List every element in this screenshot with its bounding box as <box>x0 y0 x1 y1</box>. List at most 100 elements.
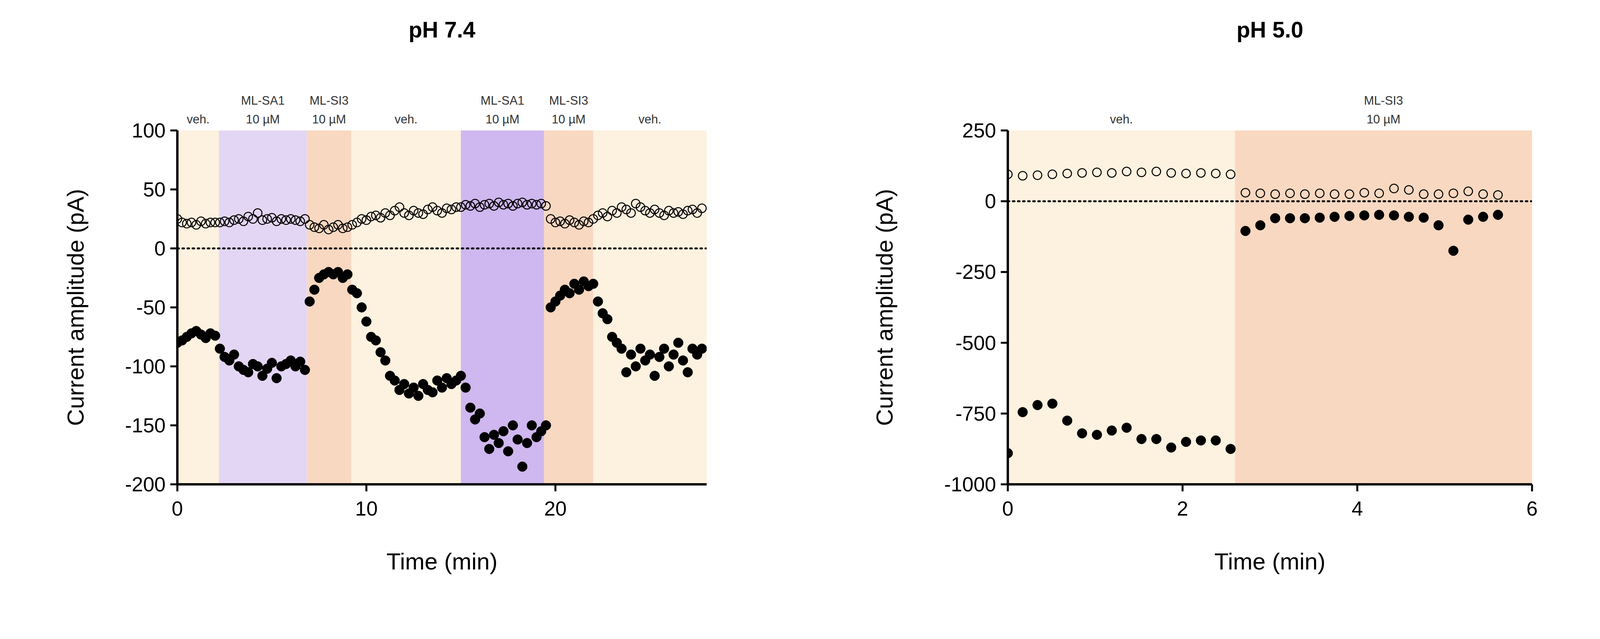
filled-point <box>399 379 409 390</box>
figure: pH 7.4veh.ML-SA110 µMML-SI310 µMveh.ML-S… <box>0 0 1600 639</box>
open-point <box>1211 169 1220 178</box>
open-point <box>1434 189 1443 199</box>
filled-point <box>503 446 513 457</box>
band-label: ML-SI3 <box>1364 93 1404 108</box>
x-axis <box>176 483 707 486</box>
open-point <box>1226 169 1235 179</box>
y-axis-label: Current amplitude (pA) <box>62 189 89 427</box>
open-point <box>1375 189 1384 198</box>
plot-area <box>1007 130 1533 485</box>
open-point <box>1241 188 1250 197</box>
filled-point <box>351 288 362 299</box>
filled-point <box>696 343 707 354</box>
filled-point <box>252 361 263 372</box>
open-point <box>1404 185 1414 195</box>
filled-point <box>1017 407 1028 418</box>
open-point <box>1464 187 1473 196</box>
filled-point <box>644 349 655 360</box>
open-point <box>1330 189 1340 199</box>
treatment-band <box>351 130 461 485</box>
filled-point <box>475 408 485 419</box>
y-tick-label: -100 <box>125 355 166 378</box>
open-point <box>1033 171 1042 180</box>
y-tick-label: 50 <box>142 178 166 201</box>
band-label: ML-SA1 <box>480 93 525 108</box>
filled-point <box>465 402 476 413</box>
filled-point <box>304 296 315 307</box>
filled-point <box>616 343 627 354</box>
open-point <box>1137 167 1146 177</box>
x-tick-label: 0 <box>1002 497 1014 520</box>
chart-panel: pH 7.4veh.ML-SA110 µMML-SI310 µMveh.ML-S… <box>62 17 707 575</box>
band-concentration: 10 µM <box>246 112 281 127</box>
open-point <box>541 201 551 211</box>
band-label: veh. <box>1109 112 1133 127</box>
y-tick <box>170 188 178 191</box>
filled-point <box>460 382 471 393</box>
treatment-band <box>177 130 219 485</box>
band-label: ML-SI3 <box>549 93 589 108</box>
reference-line <box>177 247 707 250</box>
filled-point <box>361 316 372 327</box>
filled-point <box>602 314 613 325</box>
open-point <box>1478 189 1488 199</box>
open-point <box>1449 189 1458 198</box>
open-point <box>1345 189 1354 199</box>
treatment-band <box>1007 130 1236 485</box>
filled-point <box>592 296 603 307</box>
treatment-band <box>593 130 707 485</box>
x-tick-label: 2 <box>1176 497 1189 520</box>
band-label: ML-SA1 <box>241 93 285 108</box>
x-tick-label: 6 <box>1526 497 1538 520</box>
open-point <box>626 208 636 218</box>
filled-point <box>1418 212 1429 223</box>
x-axis-label: Time (min) <box>1214 548 1326 575</box>
filled-point <box>541 420 551 431</box>
filled-point <box>1062 415 1073 426</box>
filled-point <box>1077 428 1088 439</box>
y-tick <box>1000 129 1008 132</box>
treatment-band <box>306 130 352 485</box>
band-label: ML-SI3 <box>309 93 349 108</box>
filled-point <box>389 375 400 386</box>
y-tick-label: 0 <box>984 189 997 213</box>
y-tick-label: -500 <box>955 331 997 355</box>
filled-point <box>1478 212 1488 222</box>
filled-point <box>649 371 660 381</box>
open-point <box>1077 168 1087 178</box>
y-tick-label: -150 <box>125 414 166 437</box>
x-tick-label: 20 <box>544 497 567 520</box>
x-tick-label: 10 <box>355 497 378 520</box>
filled-point <box>1374 209 1384 220</box>
filled-point <box>1151 434 1162 445</box>
filled-point <box>427 387 438 398</box>
filled-point <box>1032 400 1043 411</box>
treatment-band <box>1235 130 1533 485</box>
filled-point <box>1181 437 1192 447</box>
filled-point <box>512 434 523 445</box>
filled-point <box>673 337 684 348</box>
filled-point <box>455 371 466 381</box>
band-concentration: 10 µM <box>1366 112 1401 127</box>
filled-point <box>1463 214 1474 225</box>
treatment-band <box>218 130 307 485</box>
y-tick <box>1000 483 1008 486</box>
y-tick-label: 250 <box>962 119 997 142</box>
filled-point <box>1314 212 1325 223</box>
y-tick-label: 0 <box>154 237 166 260</box>
filled-point <box>300 365 310 375</box>
filled-point <box>517 461 528 472</box>
filled-point <box>1300 213 1310 224</box>
filled-point <box>668 349 679 360</box>
filled-point <box>1092 430 1102 440</box>
filled-point <box>1389 210 1399 221</box>
filled-point <box>682 367 693 378</box>
filled-point <box>626 349 636 360</box>
filled-point <box>229 349 240 360</box>
open-point <box>1419 189 1429 199</box>
filled-point <box>1196 435 1206 446</box>
chart-panel: pH 5.0veh.ML-SI310 µM-1000-750-500-25002… <box>871 17 1538 575</box>
filled-point <box>678 355 688 366</box>
filled-point <box>1210 435 1221 446</box>
x-tick <box>365 484 368 492</box>
